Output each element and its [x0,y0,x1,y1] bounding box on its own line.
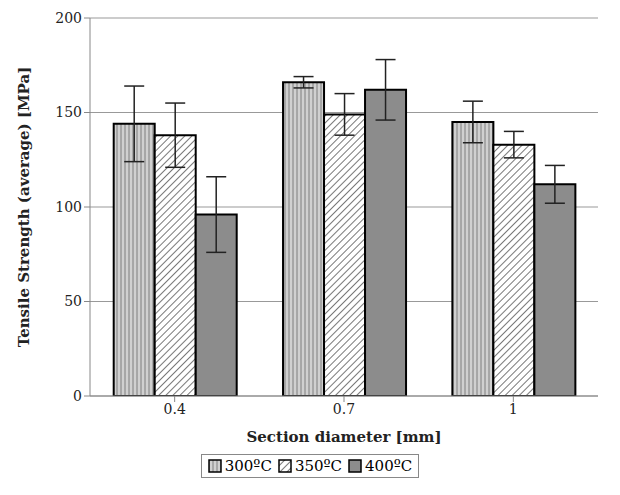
html-text:350ºC: 350ºC [294,457,343,475]
svg-text:100: 100 [55,199,82,215]
svg-text:150: 150 [55,104,82,120]
html-text:400ºC: 400ºC [365,457,413,475]
svg-text:50: 50 [64,293,82,309]
svg-text:1: 1 [509,401,518,417]
svg-text:0.7: 0.7 [333,401,355,417]
svg-text:200: 200 [55,10,82,26]
svg-text:0.4: 0.4 [164,401,186,417]
html-text:300ºC: 300ºC [224,457,272,475]
svg-text:0: 0 [73,388,82,404]
svg-text:Tensile Strength (average) [MP: Tensile Strength (average) [MPa] [15,67,33,348]
svg-text:Section diameter [mm]: Section diameter [mm] [246,428,441,446]
